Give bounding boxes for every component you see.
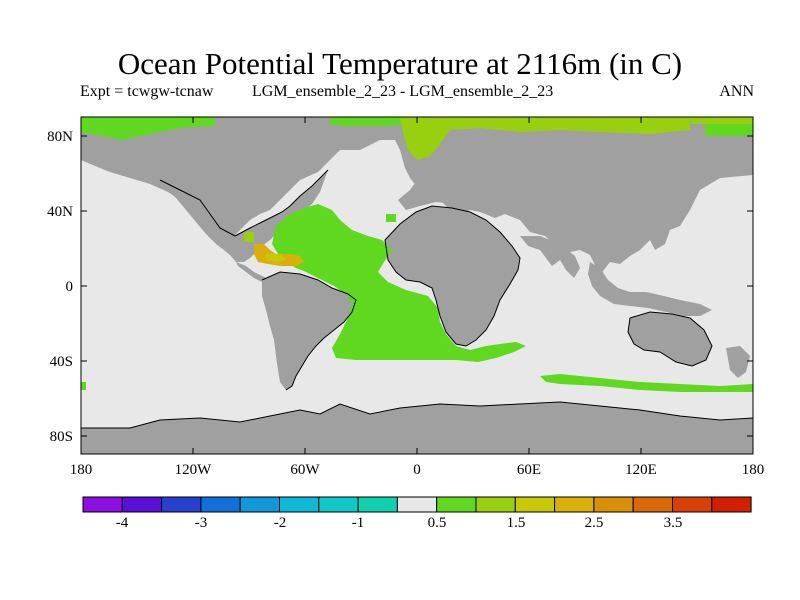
ensemble-label: LGM_ensemble_2_23 - LGM_ensemble_2_23 — [252, 83, 554, 100]
land-europe — [398, 170, 508, 212]
land-indonesia — [588, 262, 712, 316]
land-south-asia — [520, 236, 580, 278]
anomaly-southern-ocean-west — [81, 382, 86, 390]
colorbar — [82, 496, 752, 513]
colorbar-swatch — [672, 496, 713, 513]
lon-label: 60W — [290, 462, 320, 478]
colorbar-swatch — [475, 496, 516, 513]
colorbar-swatch — [632, 496, 674, 513]
lon-label: 120E — [625, 462, 657, 478]
colorbar-label: 2.5 — [585, 515, 604, 531]
lon-label: 0 — [413, 462, 421, 478]
colorbar-swatch — [279, 496, 320, 513]
lon-label: 120W — [175, 462, 213, 478]
lat-label: 40N — [47, 204, 73, 220]
land-africa — [385, 206, 520, 346]
lon-label: 180 — [70, 462, 93, 478]
colorbar-swatch — [200, 496, 241, 513]
colorbar-swatch — [514, 496, 556, 513]
chart-title: Ocean Potential Temperature at 2116m (in… — [117, 46, 683, 81]
land-antarctica — [81, 402, 753, 454]
colorbar-label: 1.5 — [507, 515, 526, 531]
colorbar-swatch — [593, 496, 634, 513]
colorbar-label: -1 — [352, 515, 365, 531]
colorbar-label: 3.5 — [664, 515, 683, 531]
colorbar-swatch — [82, 496, 123, 513]
coastlines — [81, 169, 753, 429]
lon-label: 180 — [742, 462, 765, 478]
colorbar-swatch — [239, 496, 280, 513]
land-new-zealand — [726, 346, 750, 378]
colorbar-swatch — [121, 496, 163, 513]
map-field — [81, 117, 753, 454]
colorbar-swatch — [436, 496, 477, 513]
anomaly-patch-med — [386, 214, 396, 222]
lon-label: 60E — [517, 462, 541, 478]
colorbar-label: -2 — [274, 515, 287, 531]
land-japan — [658, 186, 684, 226]
experiment-label: Expt = tcwgw-tcnaw — [80, 83, 214, 100]
colorbar-label: -4 — [116, 515, 129, 531]
colorbar-swatch — [396, 496, 438, 513]
anomaly-atlantic — [272, 204, 526, 362]
land-australia — [628, 312, 712, 366]
season-label: ANN — [719, 83, 754, 100]
colorbar-label: 0.5 — [428, 515, 447, 531]
anomaly-arctic-4 — [705, 124, 753, 136]
colorbar-swatch — [161, 496, 202, 513]
colorbar-swatch — [318, 496, 359, 513]
lat-label: 80S — [50, 429, 73, 445]
colorbar-label: -3 — [195, 515, 208, 531]
anomaly-arctic — [81, 117, 215, 140]
colorbar-swatch — [711, 496, 752, 513]
lat-label: 80N — [47, 129, 73, 145]
lat-label: 40S — [50, 354, 73, 370]
lon-ticks — [80, 117, 754, 454]
land-north-eurasia — [81, 117, 753, 275]
anomaly-arctic-2 — [330, 117, 420, 126]
anomaly-southern-ocean — [540, 374, 753, 392]
lat-label: 0 — [66, 279, 74, 295]
colorbar-swatch — [357, 496, 398, 513]
anomaly-caribbean-hot-2 — [266, 254, 286, 262]
anomaly-arctic-5 — [630, 117, 753, 124]
anomaly-patch-caribbean — [244, 232, 254, 242]
lat-ticks — [81, 135, 753, 437]
land-south-america — [262, 272, 356, 390]
anomaly-arctic-3 — [400, 117, 690, 160]
colorbar-swatch — [554, 496, 595, 513]
